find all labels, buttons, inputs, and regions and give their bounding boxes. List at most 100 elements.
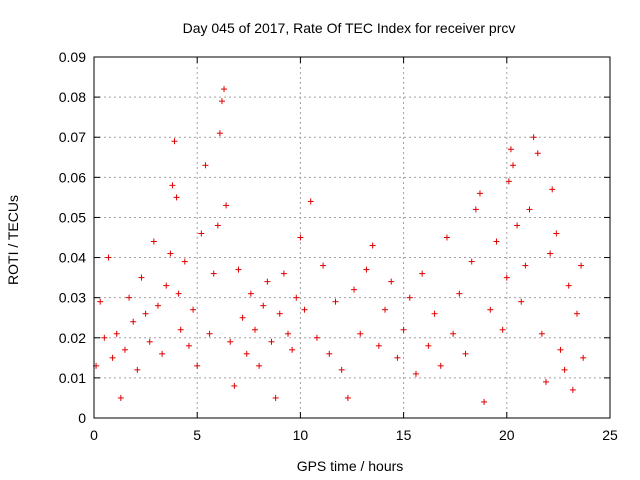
x-axis-label: GPS time / hours	[297, 458, 404, 474]
data-point	[509, 162, 516, 169]
data-point	[326, 350, 333, 357]
data-point	[216, 130, 223, 137]
data-point	[569, 386, 576, 393]
x-tick-label: 15	[396, 427, 412, 443]
data-point	[522, 262, 529, 269]
data-point	[206, 330, 213, 337]
data-point	[121, 346, 128, 353]
data-point	[227, 338, 234, 345]
data-point	[181, 258, 188, 265]
data-point	[101, 334, 108, 341]
y-axis-label: ROTI / TECUs	[5, 195, 21, 285]
data-point	[514, 222, 521, 229]
data-point	[431, 310, 438, 317]
data-point	[406, 294, 413, 301]
data-point	[175, 290, 182, 297]
y-tick-label: 0.03	[59, 290, 86, 306]
data-point	[223, 202, 230, 209]
data-point	[538, 330, 545, 337]
y-tick-label: 0.05	[59, 209, 86, 225]
data-point	[499, 326, 506, 333]
data-point	[363, 266, 370, 273]
data-points	[93, 86, 587, 405]
y-tick-label: 0.09	[59, 49, 86, 65]
data-point	[138, 274, 145, 281]
data-point	[194, 362, 201, 369]
data-point	[150, 238, 157, 245]
data-point	[289, 346, 296, 353]
data-point	[251, 326, 258, 333]
data-point	[214, 222, 221, 229]
y-tick-label: 0.08	[59, 89, 86, 105]
data-point	[173, 194, 180, 201]
data-point	[126, 294, 133, 301]
data-point	[549, 186, 556, 193]
data-point	[505, 178, 512, 185]
data-point	[382, 306, 389, 313]
data-point	[280, 270, 287, 277]
data-point	[456, 290, 463, 297]
data-point	[580, 354, 587, 361]
data-point	[190, 306, 197, 313]
data-point	[221, 86, 228, 93]
data-point	[210, 270, 217, 277]
data-point	[400, 326, 407, 333]
grid-lines	[94, 57, 610, 418]
data-point	[487, 306, 494, 313]
data-point	[530, 134, 537, 141]
data-point	[285, 330, 292, 337]
data-point	[202, 162, 209, 169]
data-point	[113, 330, 120, 337]
y-tick-label: 0	[78, 410, 86, 426]
data-point	[185, 342, 192, 349]
data-point	[573, 310, 580, 317]
data-point	[507, 146, 514, 153]
data-point	[369, 242, 376, 249]
data-point	[320, 262, 327, 269]
x-tick-label: 10	[293, 427, 309, 443]
data-point	[476, 190, 483, 197]
data-point	[159, 350, 166, 357]
data-point	[412, 370, 419, 377]
data-point	[338, 366, 345, 373]
data-point	[117, 394, 124, 401]
data-point	[443, 234, 450, 241]
data-point	[534, 150, 541, 157]
data-point	[146, 338, 153, 345]
data-point	[518, 298, 525, 305]
y-tick-label: 0.06	[59, 169, 86, 185]
data-point	[231, 382, 238, 389]
data-point	[578, 262, 585, 269]
data-point	[565, 282, 572, 289]
y-tick-label: 0.07	[59, 129, 86, 145]
data-point	[260, 302, 267, 309]
data-point	[134, 366, 141, 373]
data-point	[307, 198, 314, 205]
data-point	[177, 326, 184, 333]
data-point	[425, 342, 432, 349]
data-point	[437, 362, 444, 369]
data-point	[256, 362, 263, 369]
data-point	[293, 294, 300, 301]
x-tick-label: 5	[193, 427, 201, 443]
axis-ticks: 0 0.01 0.02 0.03 0.04 0.05 0.06 0.07 0.08 0.09 0 5 1…	[59, 49, 618, 443]
data-point	[97, 298, 104, 305]
data-point	[276, 310, 283, 317]
data-point	[357, 330, 364, 337]
data-point	[239, 314, 246, 321]
data-point	[332, 298, 339, 305]
data-point	[493, 238, 500, 245]
data-point	[268, 338, 275, 345]
data-point	[450, 330, 457, 337]
data-point	[272, 394, 279, 401]
data-point	[235, 266, 242, 273]
data-point	[313, 334, 320, 341]
data-point	[198, 230, 205, 237]
data-point	[351, 286, 358, 293]
data-point	[218, 98, 225, 105]
y-tick-label: 0.02	[59, 330, 86, 346]
data-point	[247, 290, 254, 297]
data-point	[105, 254, 112, 261]
data-point	[344, 394, 351, 401]
